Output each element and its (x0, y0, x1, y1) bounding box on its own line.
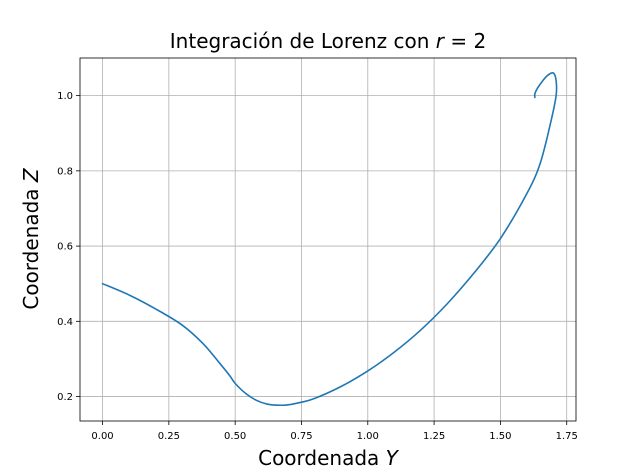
y-tick-label: 0.8 (57, 166, 73, 177)
y-axis-label-math: Z (19, 167, 43, 183)
series-line (101, 71, 558, 407)
y-tick-label: 0.2 (57, 392, 73, 403)
y-tick-label: 1.0 (57, 91, 73, 102)
y-tick-label: 0.6 (57, 242, 73, 253)
x-tick-label: 0.00 (91, 431, 113, 442)
x-tick-label: 1.00 (357, 431, 379, 442)
x-axis-label-text: Coordenada (258, 446, 386, 470)
x-tick-label: 1.75 (556, 431, 578, 442)
y-axis-ticks: 0.2 0.4 0.6 0.8 1.0 (57, 91, 80, 403)
chart-title-text: Integración de Lorenz con (170, 29, 436, 53)
x-tick-label: 0.25 (158, 431, 180, 442)
x-tick-label: 1.50 (489, 431, 511, 442)
y-tick-label: 0.4 (57, 317, 73, 328)
plot-background (80, 58, 576, 421)
plot-frame (79, 57, 577, 422)
chart-title-math-var: r (436, 29, 446, 53)
x-tick-label: 0.50 (224, 431, 246, 442)
x-axis-label: Coordenada Y (258, 446, 400, 470)
chart-title-math-rest: = 2 (444, 29, 486, 53)
x-axis-label-math: Y (386, 446, 400, 470)
y-axis-label-text: Coordenada (19, 182, 43, 310)
x-axis-ticks: 0.00 0.25 0.50 0.75 1.00 1.25 1.50 1.75 (91, 421, 578, 442)
y-axis-label: Coordenada Z (19, 167, 43, 310)
x-tick-label: 1.25 (423, 431, 445, 442)
x-tick-label: 0.75 (290, 431, 312, 442)
grid-lines (80, 58, 576, 421)
chart-title: Integración de Lorenz con r = 2 (170, 29, 486, 53)
